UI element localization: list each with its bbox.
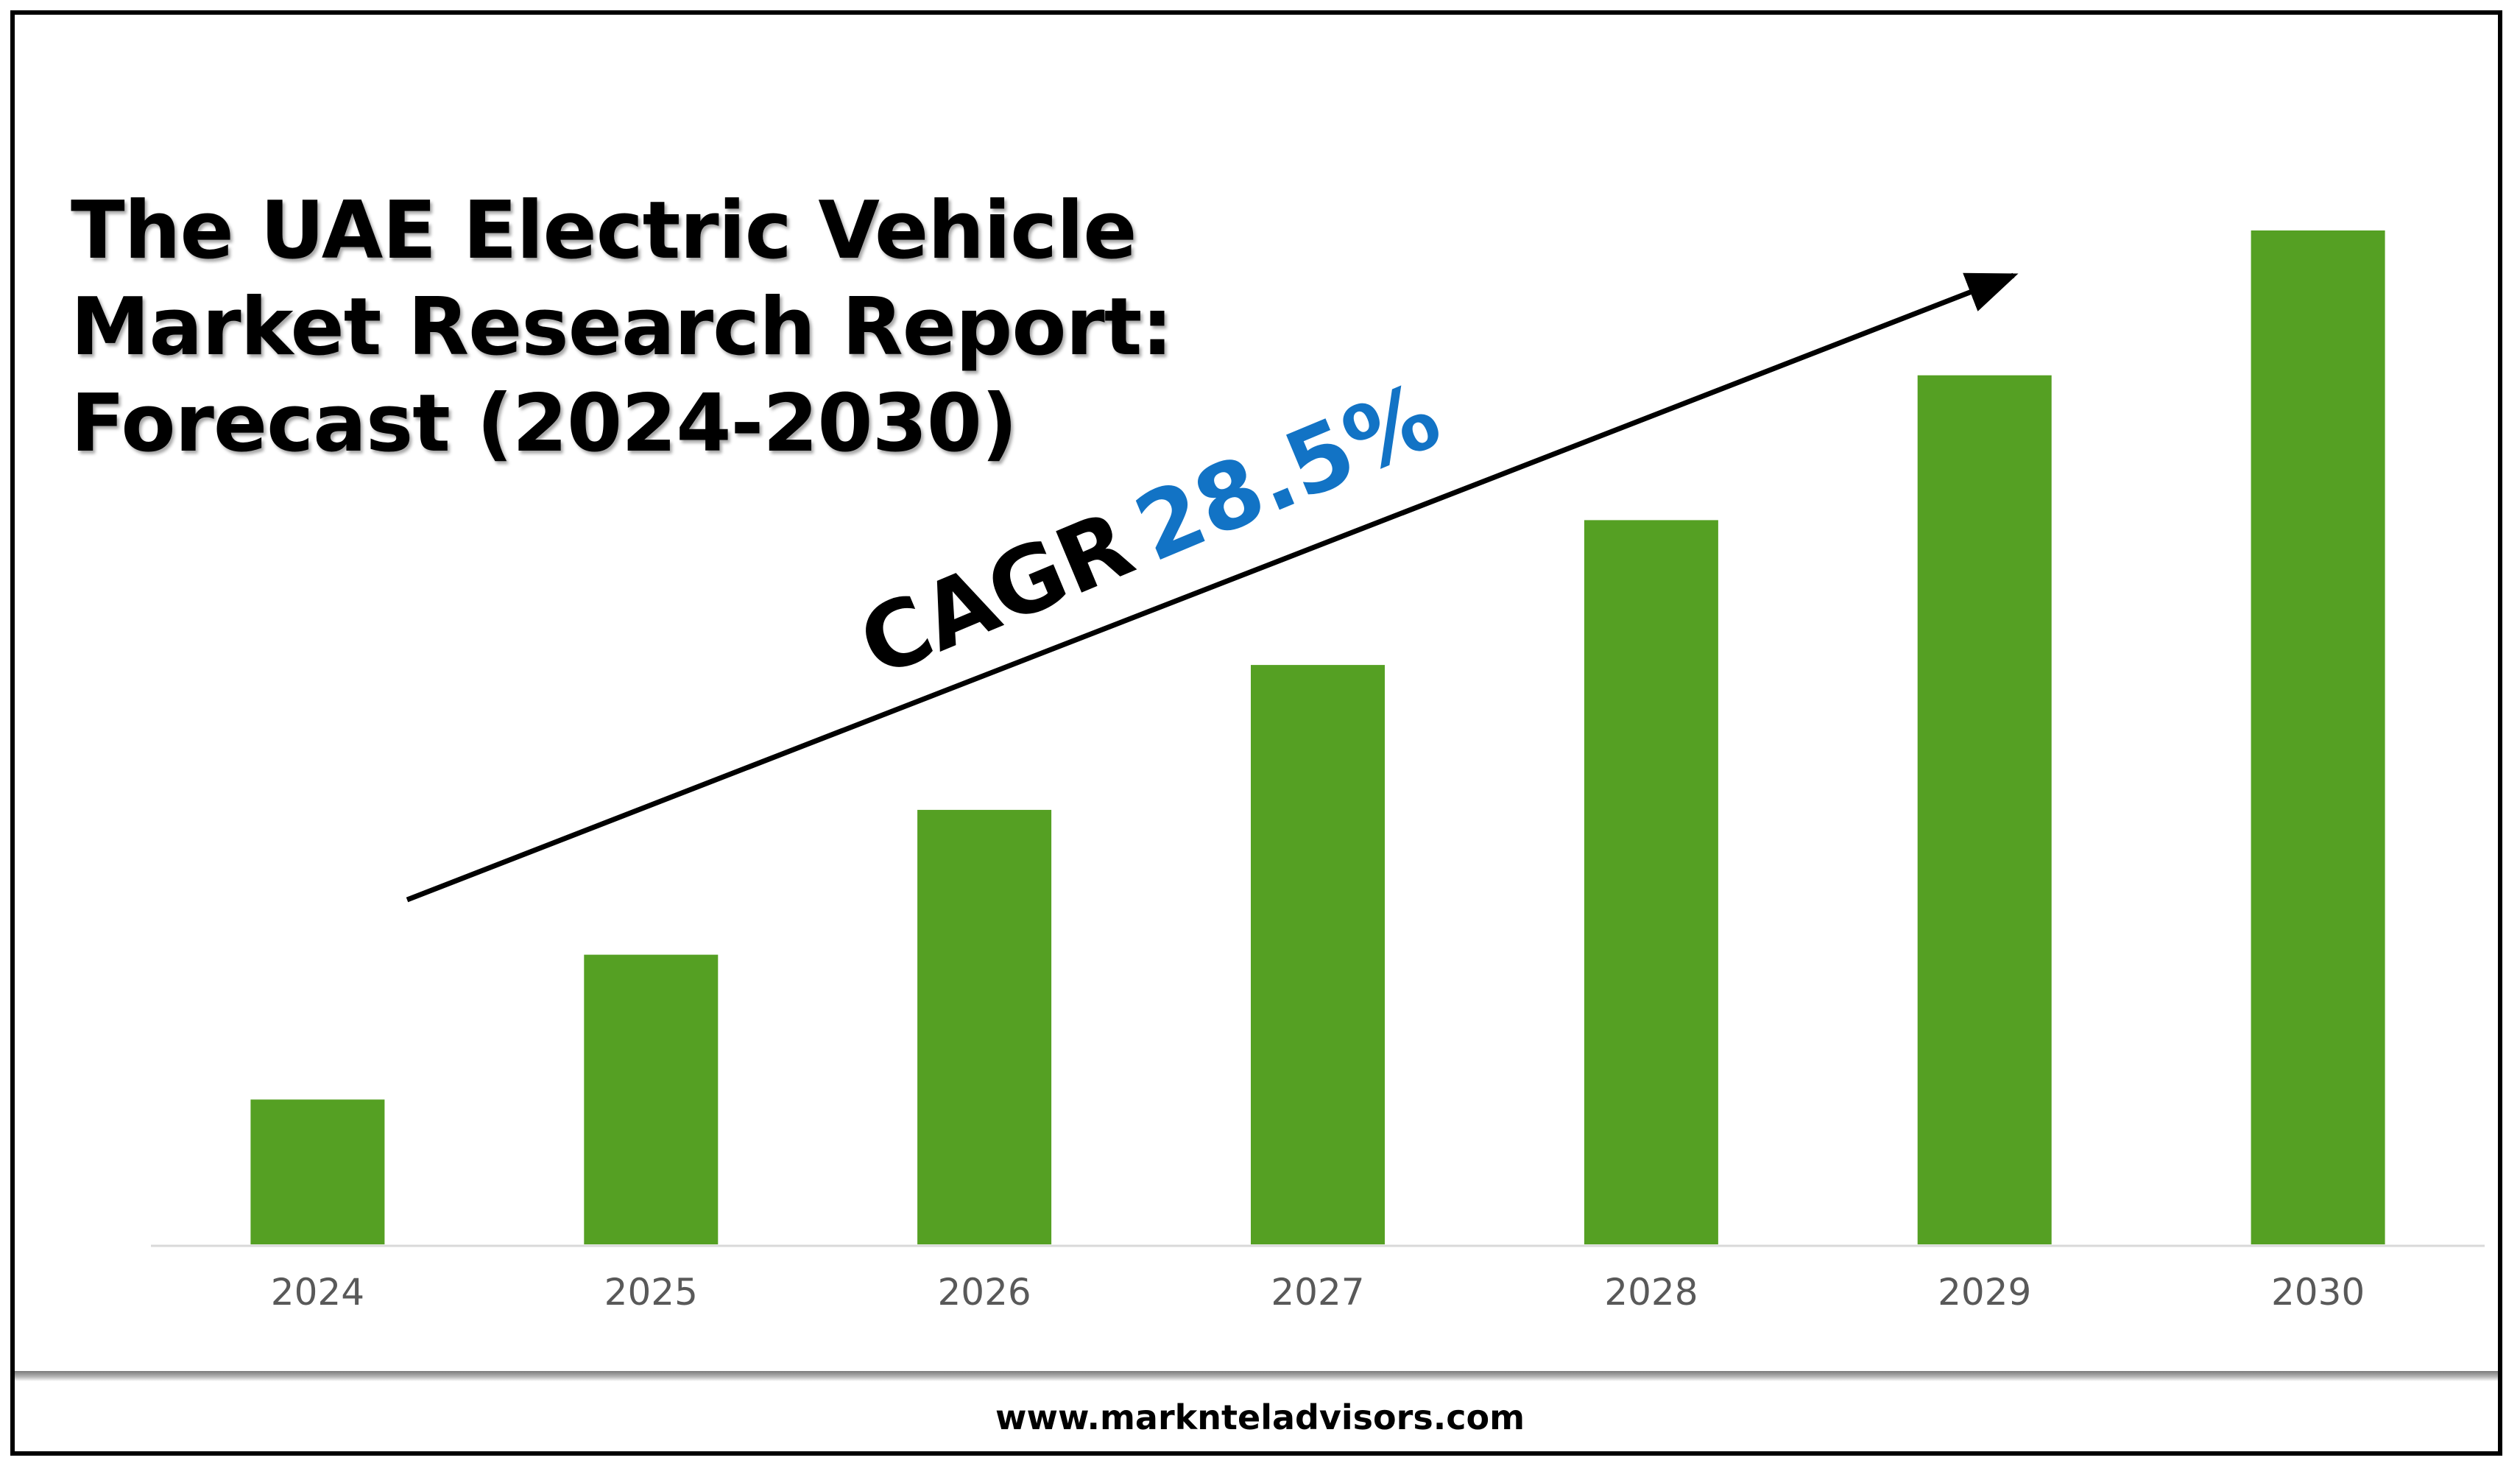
x-tick-label-2028: 2028 — [1604, 1271, 1698, 1314]
x-axis-tick-labels: 2024 2025 2026 2027 2028 2029 2030 — [271, 1271, 2365, 1314]
bar-2025 — [584, 954, 719, 1244]
bar-2029 — [1917, 375, 2052, 1245]
bar-2024 — [250, 1099, 385, 1244]
footer-divider — [15, 1371, 2498, 1381]
x-tick-label-2024: 2024 — [271, 1271, 364, 1314]
x-tick-label-2025: 2025 — [604, 1271, 698, 1314]
bar-2027 — [1251, 665, 1385, 1244]
x-tick-label-2029: 2029 — [1938, 1271, 2031, 1314]
bar-series — [250, 230, 2385, 1245]
chart-title-line-3: Forecast (2024-2030) — [71, 378, 1017, 470]
chart-title-line-1: The UAE Electric Vehicle — [71, 185, 1137, 277]
bar-2028 — [1584, 520, 1718, 1244]
x-tick-label-2026: 2026 — [937, 1271, 1031, 1314]
x-tick-label-2027: 2027 — [1271, 1271, 1364, 1314]
x-tick-label-2030: 2030 — [2271, 1271, 2365, 1314]
bar-2026 — [917, 809, 1052, 1244]
chart-title-line-2: Market Research Report: — [71, 281, 1173, 373]
growth-trend-arrow — [406, 272, 2019, 903]
chart-title: The UAE Electric Vehicle Market Research… — [71, 183, 1175, 472]
bar-2030 — [2251, 230, 2385, 1244]
website-url: www.marknteladvisors.com — [995, 1398, 1525, 1437]
